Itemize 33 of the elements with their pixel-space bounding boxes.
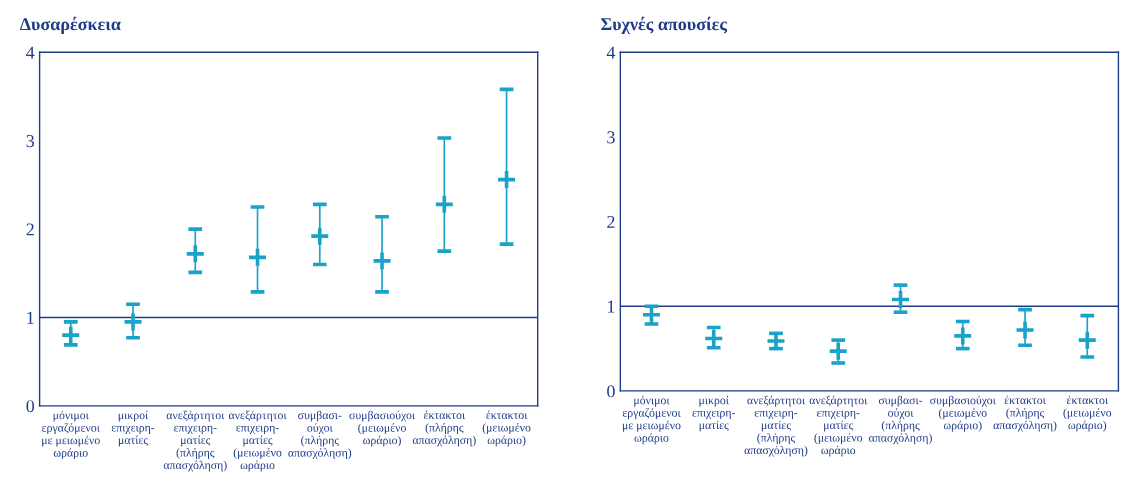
x-tick-label: μικροί επιχειρη- ματίες	[692, 395, 736, 432]
x-tick-label: ανεξάρτητοι επιχειρη- ματίες (μειωμένο ωράριο	[809, 395, 868, 457]
y-tick-label: 3	[607, 131, 615, 144]
x-tick-label: μόνιμοι εργαζόμενοι με μειωμένο ωράριο	[622, 395, 681, 445]
x-tick-label: έκτακτοι (μειωμένο ωράριο)	[1063, 395, 1112, 432]
y-tick-label: 4	[26, 46, 35, 59]
y-tick-label: 2	[607, 215, 615, 228]
point	[122, 311, 144, 333]
point	[433, 194, 455, 215]
x-tick-label: έκτακτοι (μειωμένο ωράριο)	[482, 410, 531, 447]
point	[1076, 329, 1098, 351]
point	[1014, 319, 1036, 341]
y-tick-label: 1	[608, 300, 615, 313]
y-tick-label: 3	[26, 134, 35, 148]
y-tick-label: 4	[606, 46, 616, 59]
y-tick-label: 2	[26, 223, 34, 236]
point	[184, 243, 206, 265]
point	[371, 250, 393, 272]
point	[247, 247, 268, 268]
x-tick-label: ανεξάρτητοι επιχειρη- ματίες (μειωμένο ωράριο	[228, 410, 287, 472]
x-tick-label: ανεξάρτητοι επιχειρη- ματίες (πλήρης απασχόληση)	[744, 395, 808, 457]
x-tick-label: μικροί επιχειρη- ματίες	[111, 410, 155, 447]
y-tick-label: 1	[27, 311, 34, 324]
y-tick-label: 0	[607, 385, 615, 398]
chart-title: Συχνές απουσίες	[601, 16, 728, 34]
x-tick-label: ανεξάρτητοι επιχειρη- ματίες (πλήρης απασχόληση)	[163, 410, 227, 472]
chart-title: Δυσαρέσκεια	[19, 16, 121, 34]
point	[309, 225, 331, 247]
point	[496, 169, 517, 190]
point	[952, 325, 974, 347]
y-tick-label: 0	[26, 400, 35, 413]
point	[890, 289, 911, 310]
x-tick-label: μόνιμοι εργαζόμενοι με μειωμένο ωράριο	[42, 410, 100, 460]
